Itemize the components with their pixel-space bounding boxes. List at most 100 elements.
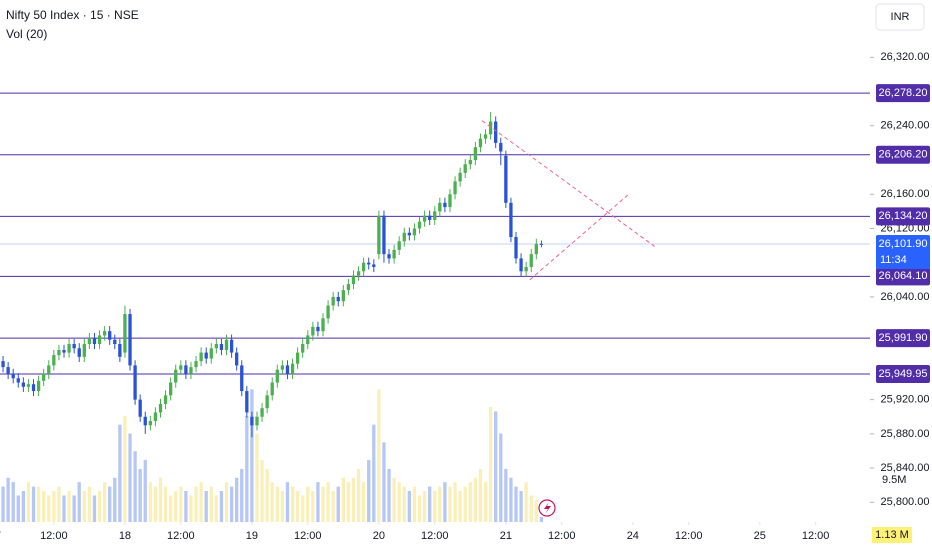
- volume-bar: [336, 486, 340, 522]
- candle-body: [295, 352, 300, 364]
- candle-body: [397, 241, 401, 250]
- last-volume-label: 1.13 M: [875, 529, 909, 541]
- candle-body: [529, 254, 533, 267]
- level-label: 26,064.10: [879, 270, 928, 282]
- volume-bar: [57, 486, 61, 522]
- volume-bar: [443, 482, 447, 522]
- candle-body: [6, 367, 10, 374]
- candle-body: [229, 339, 234, 353]
- volume-bar: [31, 486, 36, 522]
- candle-body: [311, 326, 315, 336]
- volume-bar: [113, 477, 117, 522]
- chart-title: Nifty 50 Index · 15 · NSE: [6, 8, 139, 22]
- volume-bar: [539, 517, 544, 522]
- volume-bar: [326, 482, 330, 522]
- candle-body: [260, 408, 264, 417]
- volume-bar: [387, 468, 391, 522]
- volume-bar: [123, 415, 127, 522]
- candle-body: [499, 142, 503, 152]
- volume-bar: [77, 482, 81, 522]
- level-label: 25,991.90: [879, 332, 928, 344]
- volume-bar: [11, 482, 15, 522]
- y-tick-label: 25,840.00: [881, 462, 930, 474]
- volume-bar: [82, 491, 86, 522]
- volume-bar: [458, 491, 462, 522]
- volume-bar: [204, 491, 208, 522]
- x-tick-label: 12:00: [167, 530, 195, 542]
- candle-body: [255, 416, 259, 426]
- candle-body: [346, 284, 351, 291]
- currency-button[interactable]: [875, 3, 925, 31]
- level-label-box: [876, 207, 930, 226]
- x-tick-label: 18: [119, 530, 131, 542]
- candle-body: [245, 391, 249, 413]
- volume-bar: [428, 486, 432, 522]
- volume-bar: [36, 486, 41, 522]
- last-price-box: [876, 234, 930, 269]
- candle-body: [494, 121, 498, 143]
- level-label: 26,206.20: [879, 149, 928, 161]
- candle-body: [199, 352, 203, 362]
- volume-bar: [331, 491, 335, 522]
- volume-bar: [270, 482, 274, 522]
- x-tick-label: 12:00: [40, 530, 68, 542]
- x-tick-label: 12:00: [294, 530, 322, 542]
- candle-body: [356, 271, 361, 276]
- candle-body: [52, 355, 56, 366]
- candle-body: [524, 266, 528, 272]
- candle-body: [87, 338, 92, 345]
- volume-bar: [407, 491, 412, 522]
- currency[interactable]: INR: [891, 11, 910, 23]
- candle-body: [36, 380, 41, 392]
- volume-bar: [433, 491, 437, 522]
- trendline: [529, 194, 629, 281]
- candle-body: [67, 344, 71, 353]
- candle-body: [417, 221, 422, 229]
- volume-bar: [229, 486, 234, 522]
- candle-body: [275, 369, 279, 383]
- volume-bar: [372, 424, 376, 522]
- level-label-box: [876, 365, 930, 384]
- volume-bar: [402, 486, 406, 522]
- candle-body: [31, 384, 36, 392]
- volume-bar: [108, 486, 112, 522]
- last-volume-box: [872, 527, 912, 544]
- volume-bar: [316, 482, 320, 522]
- x-tick-label: 12:00: [675, 530, 703, 542]
- volume-bar: [280, 491, 285, 522]
- candle-body: [458, 172, 462, 182]
- candle-body: [265, 395, 269, 409]
- level-label-box: [876, 145, 930, 164]
- volume-bar: [290, 486, 295, 522]
- volume-bar: [52, 491, 56, 522]
- candle-body: [321, 318, 325, 332]
- volume-bar: [250, 389, 254, 522]
- volume-bar: [301, 495, 305, 522]
- volume-bar: [422, 491, 427, 522]
- candle-body: [57, 349, 61, 356]
- volume-bar: [483, 482, 488, 522]
- candle-body: [133, 365, 137, 400]
- candle-body: [138, 399, 142, 417]
- x-tick-label: 20: [373, 530, 385, 542]
- candle-body: [534, 243, 538, 255]
- volume-bar: [514, 486, 518, 522]
- volume-bar: [245, 415, 249, 522]
- candle-body: [174, 369, 178, 383]
- volume-bar: [158, 477, 163, 522]
- volume-bar: [174, 491, 178, 522]
- x-tick-label: 21: [500, 530, 512, 542]
- candle-body: [270, 382, 274, 396]
- candle-body: [224, 339, 229, 350]
- countdown: 11:34: [880, 254, 907, 266]
- candle-body: [209, 348, 213, 359]
- candle-body: [539, 243, 544, 245]
- volume-bar: [275, 486, 279, 522]
- volume-bar: [397, 482, 401, 522]
- candle-body: [326, 305, 330, 319]
- y-tick-label: 26,320.00: [881, 51, 930, 63]
- candle-body: [443, 202, 447, 208]
- candle-body: [519, 258, 523, 272]
- candle-body: [158, 403, 163, 413]
